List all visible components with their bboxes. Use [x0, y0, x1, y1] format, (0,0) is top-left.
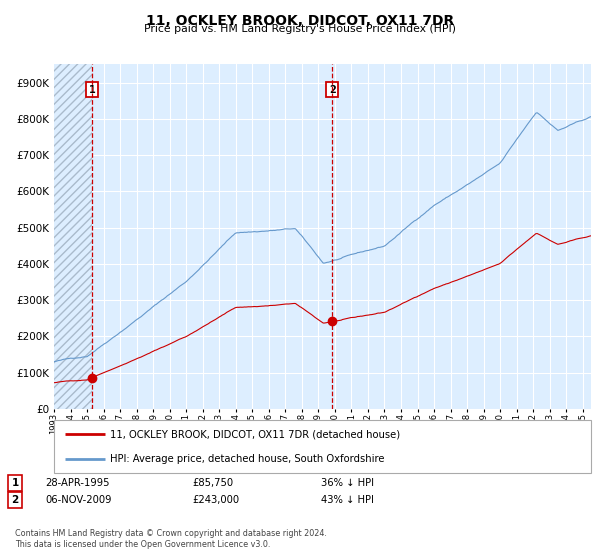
Text: Price paid vs. HM Land Registry's House Price Index (HPI): Price paid vs. HM Land Registry's House … — [144, 24, 456, 34]
Text: 36% ↓ HPI: 36% ↓ HPI — [321, 478, 374, 488]
Text: 1: 1 — [11, 478, 19, 488]
Text: 28-APR-1995: 28-APR-1995 — [45, 478, 110, 488]
Text: 06-NOV-2009: 06-NOV-2009 — [45, 495, 112, 505]
Text: £243,000: £243,000 — [192, 495, 239, 505]
Text: 11, OCKLEY BROOK, DIDCOT, OX11 7DR (detached house): 11, OCKLEY BROOK, DIDCOT, OX11 7DR (deta… — [110, 430, 401, 440]
Text: 1: 1 — [89, 85, 96, 95]
Text: HPI: Average price, detached house, South Oxfordshire: HPI: Average price, detached house, Sout… — [110, 454, 385, 464]
Text: Contains HM Land Registry data © Crown copyright and database right 2024.
This d: Contains HM Land Registry data © Crown c… — [15, 529, 327, 549]
Text: 11, OCKLEY BROOK, DIDCOT, OX11 7DR: 11, OCKLEY BROOK, DIDCOT, OX11 7DR — [146, 14, 454, 28]
Text: 2: 2 — [11, 495, 19, 505]
Text: £85,750: £85,750 — [192, 478, 233, 488]
Text: 43% ↓ HPI: 43% ↓ HPI — [321, 495, 374, 505]
FancyBboxPatch shape — [54, 420, 591, 473]
Text: 2: 2 — [329, 85, 335, 95]
